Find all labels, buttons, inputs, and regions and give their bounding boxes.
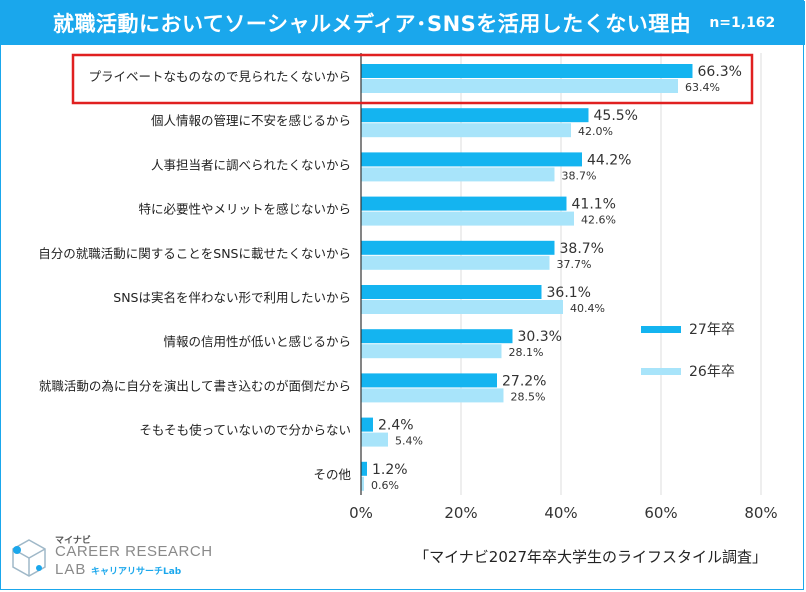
bar-26 bbox=[361, 476, 364, 491]
data-label-26: 38.7% bbox=[562, 169, 597, 182]
bar-27 bbox=[361, 329, 513, 344]
sample-size: n=1,162 bbox=[709, 15, 776, 31]
category-label: その他 bbox=[313, 467, 351, 482]
category-label: 個人情報の管理に不安を感じるから bbox=[151, 113, 351, 128]
bar-27 bbox=[361, 285, 542, 299]
bar-26 bbox=[361, 211, 574, 226]
bar-27 bbox=[361, 196, 567, 211]
x-tick-label: 60% bbox=[644, 504, 677, 522]
data-label-27: 41.1% bbox=[572, 197, 616, 213]
category-label: SNSは実名を伴わない形で利用したいから bbox=[113, 290, 351, 305]
data-label-27: 45.5% bbox=[594, 108, 638, 124]
legend-swatch-27 bbox=[641, 325, 681, 333]
x-tick-label: 40% bbox=[544, 504, 577, 522]
data-label-26: 28.5% bbox=[511, 390, 546, 403]
data-label-27: 44.2% bbox=[587, 152, 631, 168]
bar-26 bbox=[361, 255, 550, 270]
data-label-26: 5.4% bbox=[395, 435, 423, 448]
data-label-27: 1.2% bbox=[372, 462, 408, 478]
data-label-26: 42.0% bbox=[578, 125, 613, 138]
category-label: 人事担当者に調べられたくないから bbox=[151, 157, 351, 172]
bar-26 bbox=[361, 344, 502, 359]
legend-label-26: 26年卒 bbox=[689, 364, 735, 380]
bar-26 bbox=[361, 432, 388, 447]
data-label-26: 37.7% bbox=[557, 258, 592, 271]
bar-26 bbox=[361, 300, 563, 314]
category-label: そもそも使っていないので分からない bbox=[139, 423, 351, 438]
data-label-26: 28.1% bbox=[509, 346, 544, 359]
category-label: プライベートなものなので見られたくないから bbox=[88, 69, 351, 84]
category-label: 情報の信用性が低いと感じるから bbox=[163, 334, 351, 349]
source-note: 「マイナビ2027年卒大学生のライフスタイル調査」 bbox=[414, 548, 767, 566]
chart-header: 就職活動においてソーシャルメディア･SNSを活用したくない理由 n=1,162 bbox=[1, 1, 805, 45]
data-label-27: 36.1% bbox=[547, 285, 591, 301]
legend-label-27: 27年卒 bbox=[689, 322, 735, 338]
legend-swatch-26 bbox=[641, 367, 681, 375]
bar-27 bbox=[361, 108, 589, 123]
career-research-lab-logo: マイナビ CAREER RESEARCH LAB キャリアリサーチLab bbox=[9, 533, 212, 581]
bar-26 bbox=[361, 123, 571, 138]
bar-27 bbox=[361, 152, 582, 167]
data-label-26: 42.6% bbox=[581, 214, 616, 227]
bar-chart: 0% 20% 40% 60% 80% 66.3%63.4% プライベートなものなので見られた… bbox=[38, 53, 778, 522]
logo-main-text: CAREER RESEARCH bbox=[55, 543, 213, 560]
legend-item-26: 26年卒 bbox=[641, 361, 735, 381]
x-tick-label: 80% bbox=[744, 504, 777, 522]
data-label-27: 2.4% bbox=[378, 418, 414, 434]
data-label-26: 63.4% bbox=[685, 81, 720, 94]
x-tick-label: 20% bbox=[444, 504, 477, 522]
x-tick-label: 0% bbox=[349, 504, 373, 522]
data-label-26: 40.4% bbox=[570, 302, 605, 315]
data-label-27: 38.7% bbox=[560, 241, 604, 257]
bar-26 bbox=[361, 388, 504, 403]
logo-brand: マイナビ bbox=[55, 536, 91, 546]
logo-lab-text: LAB bbox=[55, 561, 87, 578]
data-label-27: 66.3% bbox=[698, 64, 742, 80]
cube-logo-icon bbox=[12, 539, 46, 577]
category-label: 就職活動の為に自分を演出して書き込むのが面倒だから bbox=[39, 378, 351, 393]
bar-26 bbox=[361, 79, 678, 93]
bar-27 bbox=[361, 373, 497, 388]
bar-27 bbox=[361, 240, 555, 255]
data-label-27: 27.2% bbox=[502, 373, 546, 389]
highlight-box bbox=[71, 53, 754, 105]
logo-sub-text: キャリアリサーチLab bbox=[91, 567, 182, 577]
data-label-27: 30.3% bbox=[518, 329, 562, 345]
bar-27 bbox=[361, 461, 367, 476]
bar-27 bbox=[361, 64, 693, 78]
bar-27 bbox=[361, 417, 373, 432]
bar-26 bbox=[361, 167, 555, 182]
legend-item-27: 27年卒 bbox=[641, 319, 735, 339]
data-label-26: 0.6% bbox=[371, 479, 399, 492]
category-label: 自分の就職活動に関することをSNSに載せたくないから bbox=[38, 246, 351, 261]
chart-title: 就職活動においてソーシャルメディア･SNSを活用したくない理由 bbox=[53, 12, 692, 36]
category-label: 特に必要性やメリットを感じないから bbox=[138, 202, 351, 217]
